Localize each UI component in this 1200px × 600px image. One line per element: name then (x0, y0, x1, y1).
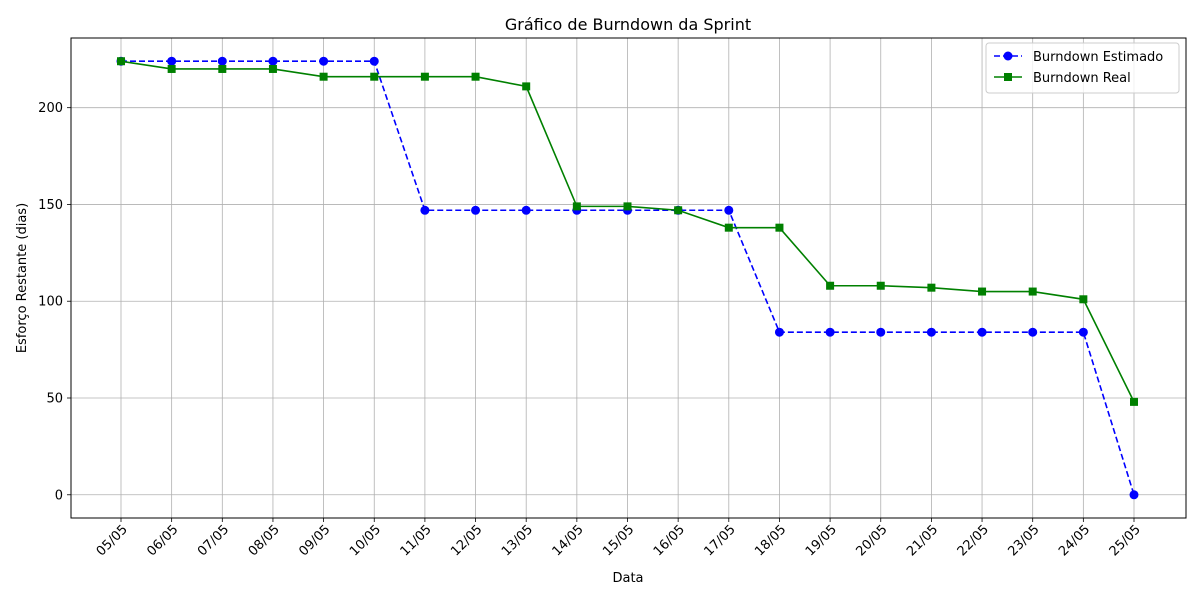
data-point (775, 223, 784, 232)
data-point (217, 56, 227, 66)
legend-frame (985, 42, 1180, 94)
data-point (319, 56, 329, 66)
data-point (572, 202, 581, 211)
data-point (724, 205, 734, 215)
data-point (268, 56, 278, 66)
y-axis-label: Esforço Restante (dias) (15, 203, 30, 353)
data-point (1079, 295, 1088, 304)
legend: Burndown Estimado Burndown Real (985, 42, 1180, 94)
data-point (1028, 287, 1037, 296)
legend-entry-real: Burndown Real (994, 71, 1131, 86)
data-point (623, 202, 632, 211)
legend-entry-estimado: Burndown Estimado (994, 50, 1163, 65)
data-point (826, 281, 835, 290)
y-tick-label: 150 (38, 198, 63, 213)
data-point (1028, 327, 1038, 337)
data-point (420, 72, 429, 81)
data-point (167, 64, 176, 73)
data-point (167, 56, 177, 66)
data-point (674, 206, 683, 215)
data-point (876, 327, 886, 337)
data-point (876, 281, 885, 290)
legend-label-real: Burndown Real (1033, 71, 1131, 86)
data-point (825, 327, 835, 337)
x-axis-label: Data (612, 571, 643, 586)
y-tick-label: 0 (55, 488, 63, 503)
legend-marker-real (1004, 73, 1012, 81)
data-point (926, 327, 936, 337)
data-point (268, 64, 277, 73)
data-point (1129, 490, 1139, 500)
legend-marker-estimado (1003, 51, 1013, 61)
data-point (369, 56, 379, 66)
plot-frame (70, 37, 1187, 519)
series-layer (116, 56, 1139, 500)
data-point (471, 72, 480, 81)
data-point (420, 205, 430, 215)
data-point (724, 223, 733, 232)
data-point (218, 64, 227, 73)
grid (71, 38, 1186, 518)
y-tick-label: 100 (38, 295, 63, 310)
data-point (977, 327, 987, 337)
series-real (117, 57, 1138, 406)
data-point (774, 327, 784, 337)
data-point (471, 205, 481, 215)
data-point (370, 72, 379, 81)
data-point (978, 287, 987, 296)
data-point (927, 283, 936, 292)
chart-title: Gráfico de Burndown da Sprint (505, 15, 751, 34)
data-point (522, 82, 531, 91)
legend-label-estimado: Burndown Estimado (1033, 50, 1163, 65)
y-tick-label: 200 (38, 101, 63, 116)
data-point (117, 57, 125, 66)
data-point (1078, 327, 1088, 337)
data-point (319, 72, 328, 81)
data-point (1130, 397, 1138, 406)
data-point (521, 205, 531, 215)
y-tick-label: 50 (46, 392, 63, 407)
